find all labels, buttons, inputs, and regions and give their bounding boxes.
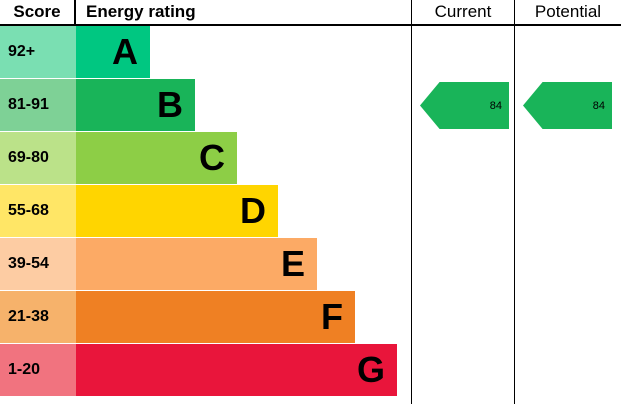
- potential-arrow: 84: [523, 82, 612, 129]
- score-range: 81-91: [0, 79, 76, 132]
- band-row-d: 55-68 D: [0, 185, 411, 238]
- band-row-a: 92+ A: [0, 26, 411, 79]
- rating-bar-g: G: [76, 344, 397, 397]
- rating-letter: B: [157, 84, 183, 125]
- score-range: 1-20: [0, 344, 76, 397]
- rating-bar-e: E: [76, 238, 317, 291]
- rating-bar-f: F: [76, 291, 355, 344]
- rating-bar-b: B: [76, 79, 195, 132]
- current-column: Current 84: [412, 0, 514, 404]
- column-divider: [411, 0, 412, 404]
- band-row-e: 39-54 E: [0, 238, 411, 291]
- band-row-b: 81-91 B: [0, 79, 411, 132]
- rating-letter: E: [280, 243, 305, 284]
- score-range: 55-68: [0, 185, 76, 238]
- current-header: Current: [412, 0, 514, 26]
- rating-bar-a: A: [76, 26, 150, 79]
- score-header: Score: [0, 0, 76, 24]
- potential-column: Potential 84: [515, 0, 621, 404]
- band-row-g: 1-20 G: [0, 344, 411, 397]
- potential-value: 84: [592, 99, 605, 112]
- rating-letter: D: [240, 190, 266, 231]
- score-range: 21-38: [0, 291, 76, 344]
- rating-bar-d: D: [76, 185, 278, 238]
- band-row-f: 21-38 F: [0, 291, 411, 344]
- rating-letter: G: [356, 349, 385, 390]
- rating-letter: A: [112, 31, 138, 72]
- energy-rating-header: Energy rating: [86, 2, 196, 21]
- score-range: 92+: [0, 26, 76, 79]
- score-range: 39-54: [0, 238, 76, 291]
- rating-letter: C: [199, 137, 225, 178]
- column-divider: [514, 0, 515, 404]
- current-value: 84: [489, 99, 502, 112]
- rating-letter: F: [321, 296, 343, 337]
- rating-bar-c: C: [76, 132, 237, 185]
- current-arrow: 84: [420, 82, 509, 129]
- potential-header: Potential: [515, 0, 621, 26]
- table-header: Score Energy rating: [0, 0, 411, 26]
- rating-table: Score Energy rating 92+ A 81-91 B 69-80 …: [0, 0, 411, 397]
- band-row-c: 69-80 C: [0, 132, 411, 185]
- score-range: 69-80: [0, 132, 76, 185]
